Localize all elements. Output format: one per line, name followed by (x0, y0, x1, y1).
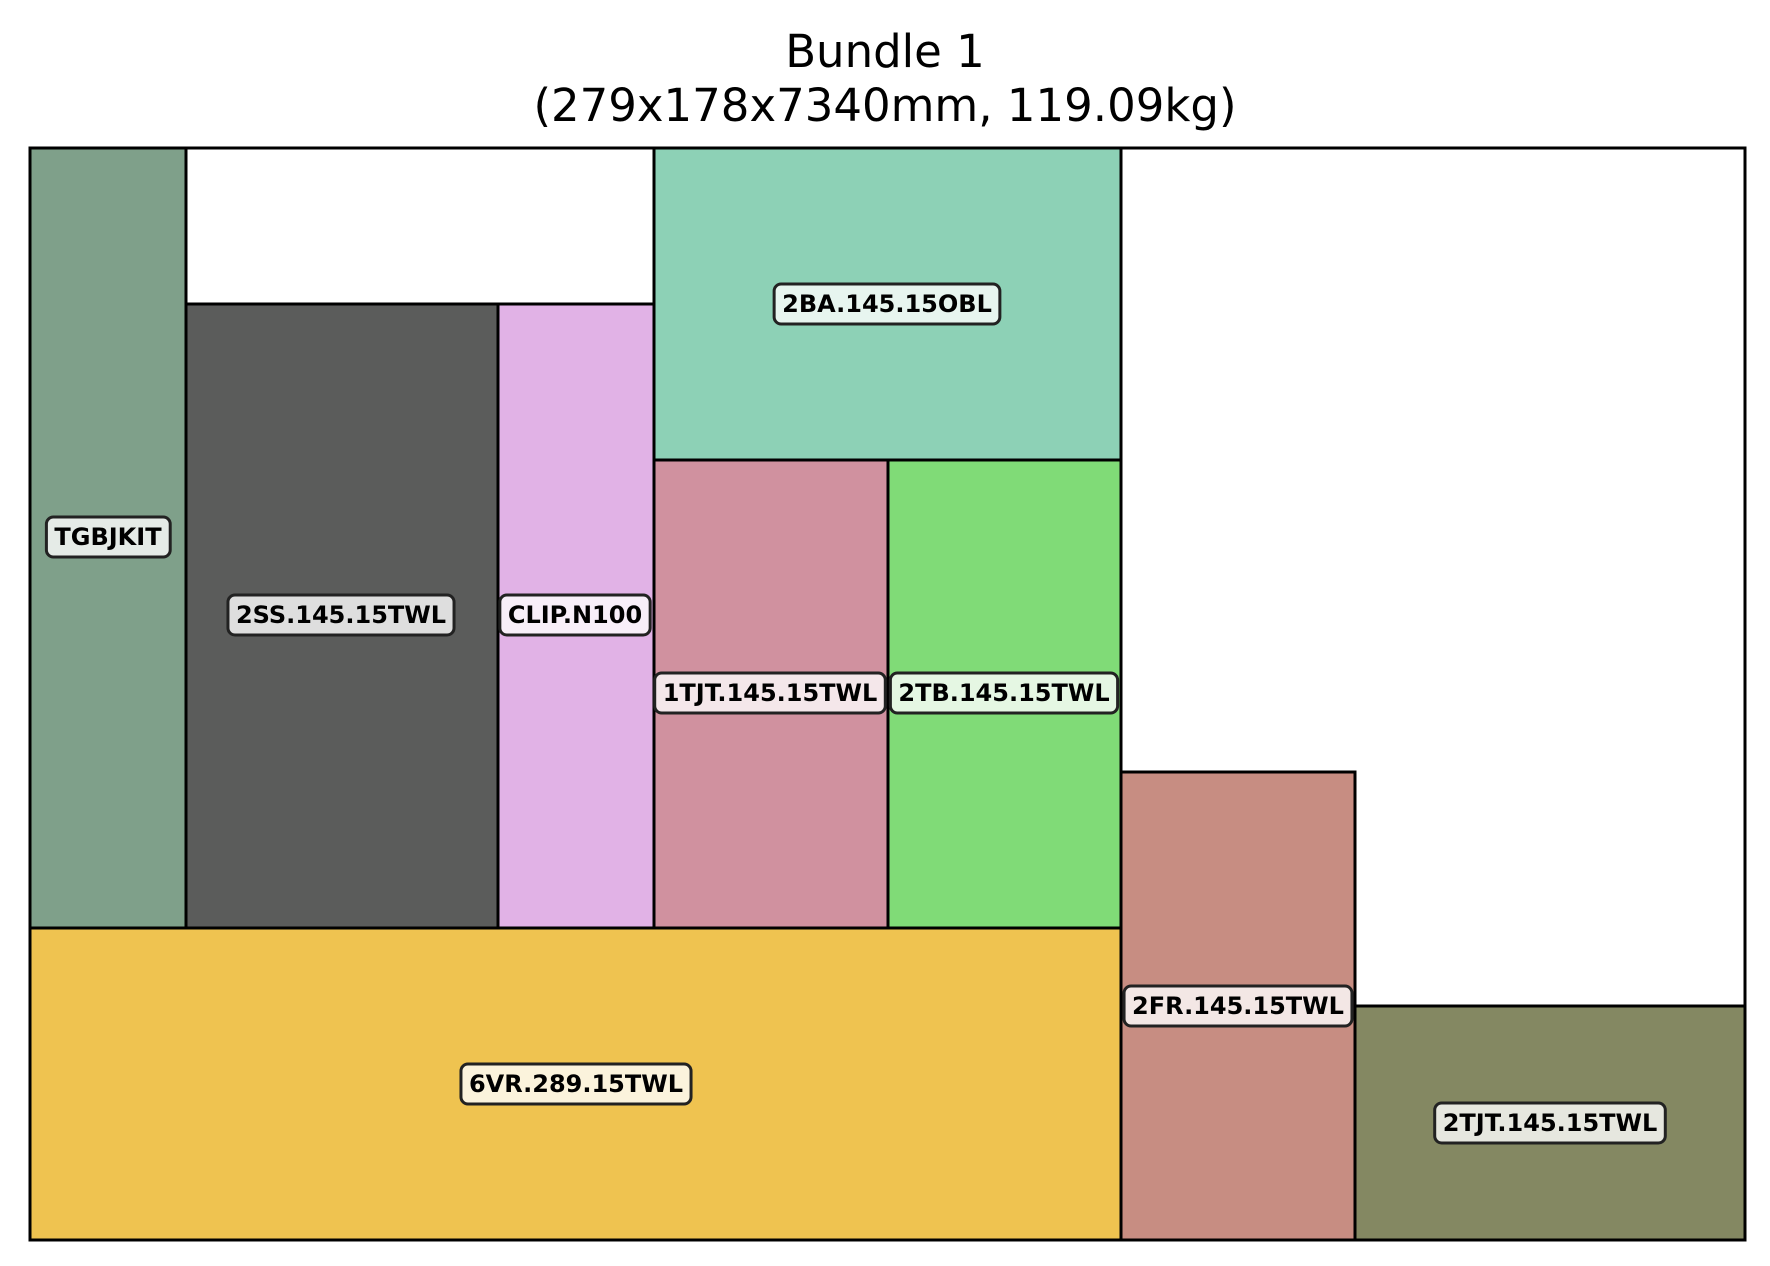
piece-label-box-2tjt (1433, 1101, 1667, 1145)
piece-label-2tb: 2TB.145.15TWL (898, 679, 1109, 707)
piece-label-box-6vr (459, 1062, 693, 1106)
piece-label-1tjt: 1TJT.145.15TWL (663, 679, 878, 707)
piece-label-box-2ss (226, 593, 456, 637)
piece-label-box-2tb (888, 671, 1120, 715)
piece-label-box-2ba (772, 282, 1002, 326)
piece-label-box-clip (498, 593, 652, 637)
piece-label-box-1tjt (653, 671, 887, 715)
piece-label-box-tgbjkit (44, 515, 172, 559)
diagram-subtitle: (279x178x7340mm, 119.09kg) (533, 79, 1237, 132)
piece-label-2tjt: 2TJT.145.15TWL (1443, 1109, 1658, 1137)
piece-label-2ba: 2BA.145.15OBL (782, 290, 992, 318)
piece-label-2fr: 2FR.145.15TWL (1132, 992, 1344, 1020)
piece-label-tgbjkit: TGBJKIT (54, 523, 162, 551)
piece-label-6vr: 6VR.289.15TWL (469, 1070, 683, 1098)
piece-label-2ss: 2SS.145.15TWL (236, 601, 446, 629)
bundle-frame (28, 146, 1747, 1242)
piece-label-clip: CLIP.N100 (508, 601, 642, 629)
diagram-title: Bundle 1 (785, 25, 985, 78)
piece-label-box-2fr (1122, 984, 1354, 1028)
